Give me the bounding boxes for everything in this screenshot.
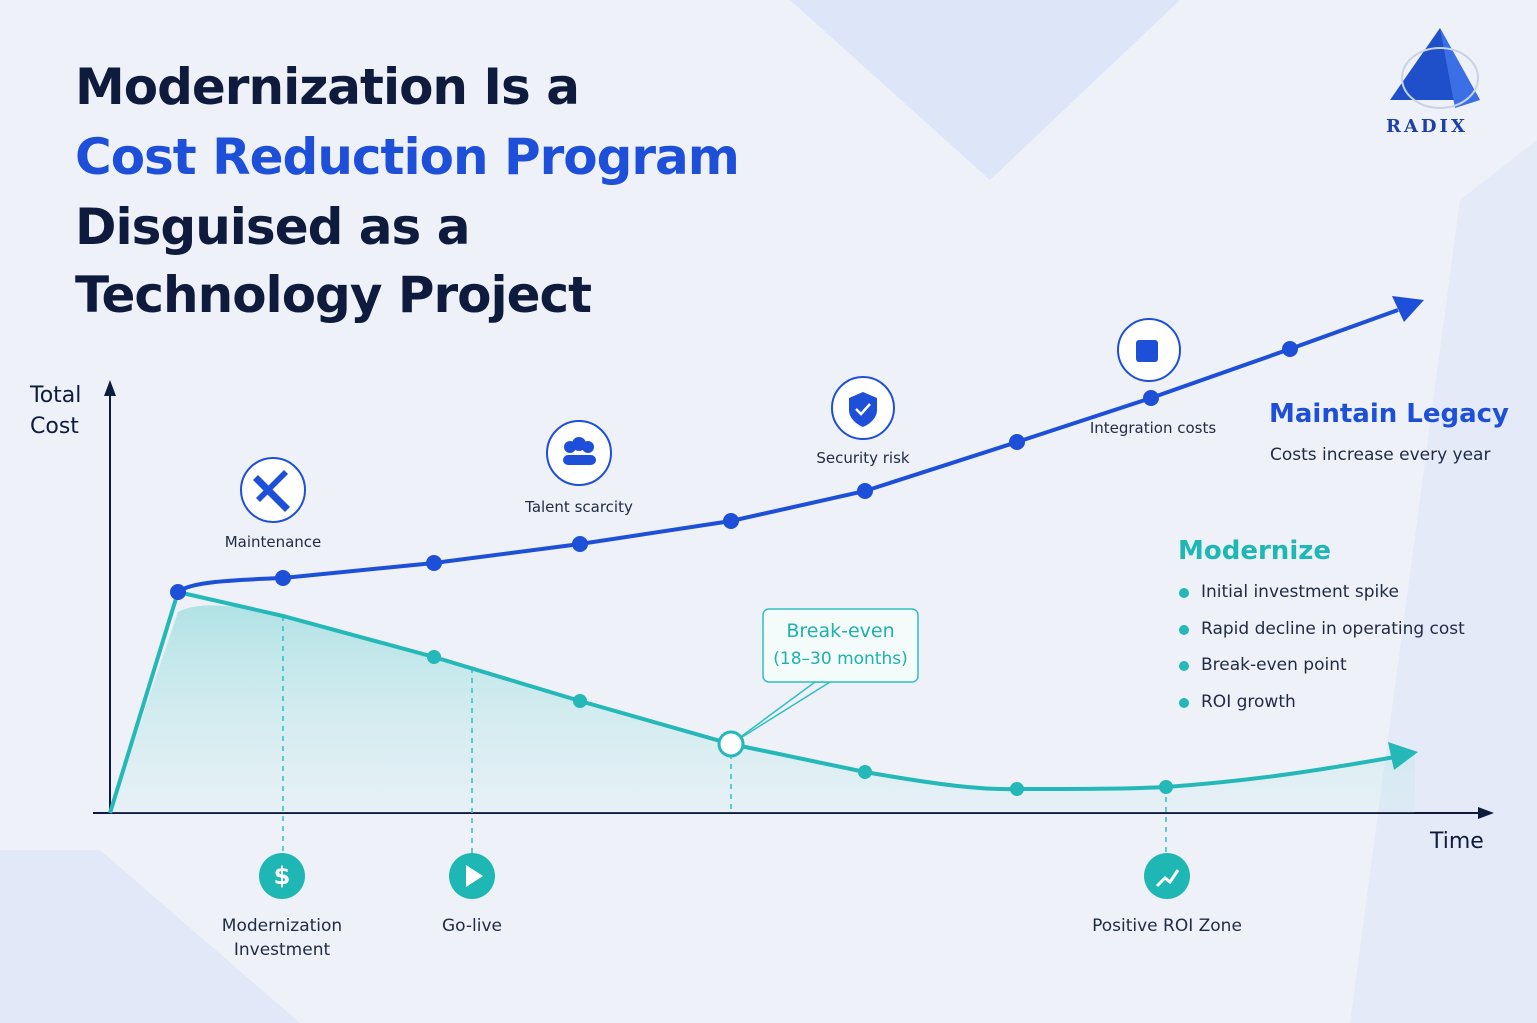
icon-glyphs	[253, 340, 1158, 512]
bg-shape	[790, 0, 1180, 180]
legend-item: Break-even point	[1201, 655, 1347, 675]
x-axis-label: Time	[1430, 829, 1484, 854]
callout-title: Break-even	[786, 620, 895, 642]
marker-label: Talent scarcity	[525, 498, 633, 516]
legend-item: Initial investment spike	[1201, 582, 1399, 602]
legend-bullets	[1179, 588, 1189, 708]
modern-points	[427, 650, 1173, 796]
icon-glyph: $	[274, 862, 291, 890]
legend-item: ROI growth	[1201, 692, 1296, 712]
title-line: Technology Project	[75, 266, 592, 324]
axis-arrow	[104, 380, 116, 396]
legend-title: Maintain Legacy	[1269, 399, 1510, 429]
legacy-icons	[240, 318, 1181, 523]
logo-text: RADIX	[1386, 116, 1468, 137]
marker-label: Integration costs	[1089, 419, 1217, 437]
bg-shape	[0, 850, 300, 1023]
modern-curve	[108, 589, 1396, 814]
callout-detail: (18–30 months)	[773, 649, 908, 669]
area	[110, 605, 1415, 813]
legacy-curve	[176, 308, 1399, 594]
modern-label: Positive ROI Zone	[1092, 916, 1242, 936]
legacy-points	[170, 341, 1298, 600]
icon-glyph	[466, 865, 483, 887]
title-line: Modernization Is a	[75, 58, 580, 116]
arrow-head	[1392, 296, 1424, 322]
title-highlight: Cost Reduction Program	[75, 128, 740, 186]
icon-glyph	[855, 403, 871, 416]
legend-title: Modernize	[1178, 536, 1331, 566]
legend-item: Rapid decline in operating cost	[1201, 619, 1465, 639]
break-even-point	[717, 730, 745, 758]
modern-icons	[259, 853, 1190, 899]
icon-glyph	[1155, 869, 1180, 888]
modern-label: Modernization Investment	[221, 916, 343, 960]
marker-label: Security risk	[816, 449, 910, 467]
title-line: Disguised as a	[75, 198, 470, 256]
marker-label: Maintenance	[224, 533, 322, 551]
callout-pointer	[730, 681, 833, 745]
callout-box	[762, 608, 919, 683]
y-axis-label: Total Cost	[30, 383, 82, 439]
modern-label: Go-live	[442, 916, 502, 936]
axis-arrow	[1478, 807, 1494, 819]
arrow-head	[1388, 742, 1418, 770]
logo-ring	[1401, 47, 1479, 109]
legend-detail: Costs increase every year	[1270, 445, 1491, 465]
